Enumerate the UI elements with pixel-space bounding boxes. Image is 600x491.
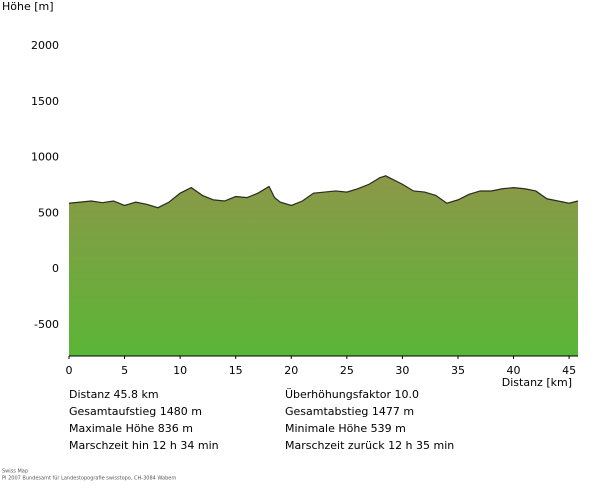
info-text: Marschzeit hin 12 h 34 min [69, 439, 219, 452]
y-axis-label: Höhe [m] [2, 0, 54, 13]
x-tick-label: 10 [173, 364, 187, 377]
x-axis-label: Distanz [km] [502, 376, 572, 389]
x-tick-label: 30 [395, 364, 409, 377]
elevation-area [69, 175, 578, 356]
x-tick-label: 20 [284, 364, 298, 377]
info-text: Gesamtaufstieg 1480 m [69, 405, 202, 418]
y-tick-label: 500 [38, 206, 59, 219]
elevation-outline [68, 175, 579, 209]
x-tick-label: 25 [340, 364, 354, 377]
y-tick-label: 0 [52, 262, 59, 275]
info-text: Distanz 45.8 km [69, 388, 159, 401]
x-tick-label: 35 [451, 364, 465, 377]
info-text: Maximale Höhe 836 m [69, 422, 193, 435]
y-tick-label: 1500 [31, 95, 59, 108]
info-text: Marschzeit zurück 12 h 35 min [285, 439, 454, 452]
x-tick-label: 0 [66, 364, 73, 377]
credit-text: PI 2007 Bundesamt für Landestopografie s… [2, 476, 176, 482]
info-text: Minimale Höhe 539 m [285, 422, 406, 435]
y-tick-label: 1000 [31, 151, 59, 164]
info-text: Gesamtabstieg 1477 m [285, 405, 414, 418]
x-tick-label: 40 [507, 364, 521, 377]
x-tick-label: 45 [562, 364, 576, 377]
y-tick-label: 2000 [31, 39, 59, 52]
credit-text: Swiss Map [2, 469, 28, 475]
y-tick-label: -500 [34, 318, 59, 331]
x-tick-label: 5 [121, 364, 128, 377]
x-tick-label: 15 [229, 364, 243, 377]
info-text: Überhöhungsfaktor 10.0 [285, 388, 419, 401]
